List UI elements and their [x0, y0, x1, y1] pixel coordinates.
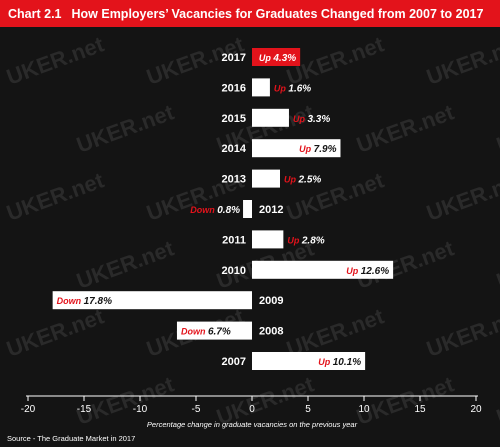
watermark-text: UKER.net	[73, 235, 178, 293]
year-label-2013: 2013	[222, 174, 246, 186]
value-text: 2.5%	[298, 175, 322, 186]
direction-label: Up	[259, 53, 274, 63]
watermark-text: UKER.net	[423, 167, 500, 225]
watermark-text: UKER.net	[493, 235, 500, 293]
value-text: 17.8%	[84, 296, 112, 307]
watermark-text: UKER.net	[3, 31, 108, 89]
watermark-text: UKER.net	[3, 167, 108, 225]
x-tick-label: -5	[192, 404, 201, 415]
bar-2010	[252, 260, 394, 279]
title-bar: Chart 2.1 How Employers’ Vacancies for G…	[0, 0, 500, 27]
watermark-text: UKER.net	[3, 303, 108, 361]
x-axis-label: Percentage change in graduate vacancies …	[147, 420, 358, 429]
year-label-2010: 2010	[222, 265, 246, 277]
value-text: 2.8%	[301, 235, 325, 246]
value-label-2016: Up 1.6%	[274, 83, 311, 94]
value-label-2008: Down 6.7%	[181, 327, 231, 338]
year-label-2008: 2008	[259, 326, 283, 338]
bar-2011	[252, 230, 284, 249]
direction-label: Up	[318, 357, 333, 367]
bar-2007	[252, 352, 366, 370]
value-label-2009: Down 17.8%	[57, 296, 112, 307]
direction-label: Up	[346, 266, 361, 276]
x-tick-label: -10	[133, 404, 148, 415]
value-label-2017: Up 4.3%	[259, 53, 296, 64]
watermark-text: UKER.net	[353, 99, 458, 157]
year-label-2014: 2014	[222, 143, 247, 155]
bar-2015	[252, 108, 289, 127]
bar-2017	[252, 48, 301, 66]
source-note: Source - The Graduate Market in 2017	[7, 434, 136, 443]
x-tick-label: 20	[470, 404, 482, 415]
value-label-2014: Up 7.9%	[299, 144, 336, 155]
value-label-2015: Up 3.3%	[293, 114, 330, 125]
bar-2016	[252, 78, 270, 97]
direction-label: Down	[57, 296, 84, 306]
value-label-2013: Up 2.5%	[284, 175, 321, 186]
direction-label: Up	[293, 114, 308, 124]
year-label-2012: 2012	[259, 204, 283, 216]
value-text: 3.3%	[307, 114, 330, 125]
year-label-2007: 2007	[222, 356, 246, 368]
watermark-text: UKER.net	[493, 99, 500, 157]
year-label-2015: 2015	[222, 113, 246, 125]
direction-label: Down	[190, 205, 217, 215]
bar-2013	[252, 169, 280, 188]
x-tick-label: 5	[305, 404, 311, 415]
x-tick-label: -15	[77, 404, 92, 415]
x-tick-label: -20	[21, 404, 36, 415]
value-text: 0.8%	[217, 205, 240, 216]
value-text: 7.9%	[314, 144, 337, 155]
bar-2014	[252, 139, 341, 158]
direction-label: Up	[299, 144, 314, 154]
watermark-text: UKER.net	[493, 371, 500, 429]
direction-label: Down	[181, 327, 208, 337]
watermark-text: UKER.net	[423, 31, 500, 89]
direction-label: Up	[274, 83, 289, 93]
bar-2012	[243, 200, 252, 218]
value-text: 6.7%	[208, 327, 231, 338]
direction-label: Up	[287, 235, 302, 245]
direction-label: Up	[284, 175, 299, 185]
year-label-2011: 2011	[222, 234, 246, 246]
chart-number: Chart 2.1	[8, 6, 62, 21]
x-tick-label: 10	[358, 404, 370, 415]
value-text: 1.6%	[288, 83, 311, 94]
value-label-2012: Down 0.8%	[190, 205, 240, 216]
value-text: 10.1%	[333, 357, 361, 368]
watermark-text: UKER.net	[353, 371, 458, 429]
value-label-2011: Up 2.8%	[287, 235, 324, 246]
x-tick-label: 0	[249, 404, 255, 415]
year-label-2017: 2017	[222, 52, 246, 64]
bar-2009	[52, 291, 252, 310]
watermark-text: UKER.net	[73, 99, 178, 157]
bar-2008	[176, 321, 252, 340]
chart-title: How Employers’ Vacancies for Graduates C…	[71, 6, 484, 21]
value-text: 12.6%	[361, 266, 389, 277]
value-label-2007: Up 10.1%	[318, 357, 361, 368]
value-label-2010: Up 12.6%	[346, 266, 389, 277]
watermark-text: UKER.net	[423, 303, 500, 361]
year-label-2016: 2016	[222, 82, 246, 94]
value-text: 4.3%	[272, 53, 296, 64]
year-label-2009: 2009	[259, 295, 283, 307]
x-tick-label: 15	[414, 404, 426, 415]
